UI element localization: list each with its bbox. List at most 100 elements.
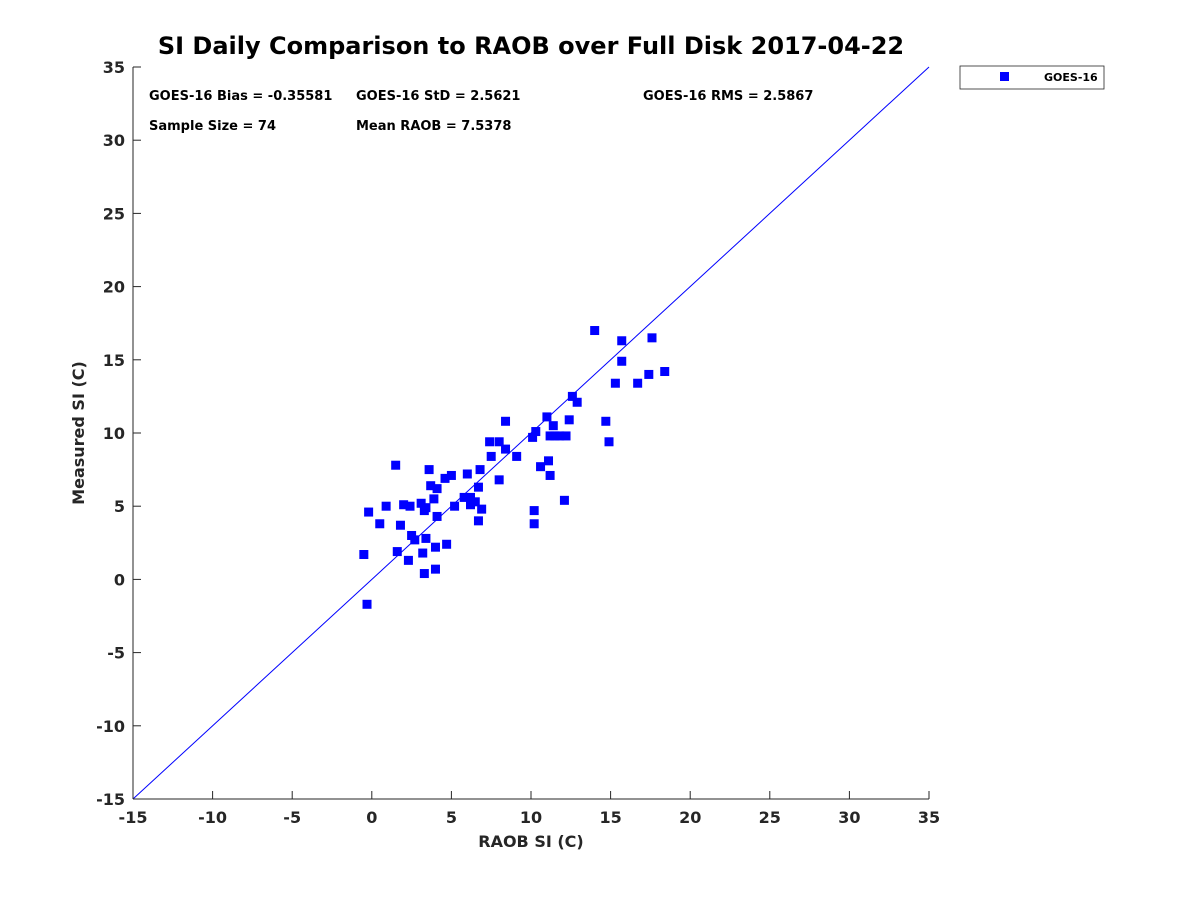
data-point xyxy=(462,469,472,479)
data-point xyxy=(494,475,504,485)
data-point xyxy=(440,473,450,483)
y-tick-label: 5 xyxy=(114,497,125,516)
data-point xyxy=(466,492,475,502)
data-point xyxy=(419,569,429,579)
x-axis-label: RAOB SI (C) xyxy=(478,832,583,851)
data-point xyxy=(416,498,426,508)
data-point xyxy=(590,326,600,336)
data-point xyxy=(561,431,571,441)
data-point xyxy=(430,564,440,574)
data-point xyxy=(485,437,495,447)
data-point xyxy=(660,367,670,377)
data-point xyxy=(477,504,487,514)
data-point xyxy=(528,432,538,442)
data-point xyxy=(559,495,569,505)
data-point xyxy=(494,437,504,447)
data-point xyxy=(421,533,431,543)
y-tick-label: 0 xyxy=(114,570,125,589)
stat-mean-raob: Mean RAOB = 7.5378 xyxy=(356,119,511,134)
data-point xyxy=(403,555,413,565)
data-point xyxy=(617,336,627,346)
data-point xyxy=(364,507,374,517)
data-point xyxy=(432,511,442,521)
data-point xyxy=(466,500,475,510)
data-point xyxy=(604,437,614,447)
data-point xyxy=(501,416,511,426)
stat-sample-size: Sample Size = 74 xyxy=(149,119,276,134)
y-tick-label: 30 xyxy=(103,131,125,150)
y-tick-label: -10 xyxy=(96,717,125,736)
data-point xyxy=(450,501,460,511)
data-point xyxy=(473,516,483,526)
y-tick-label: 20 xyxy=(103,278,125,297)
data-point xyxy=(486,451,496,461)
data-point xyxy=(647,333,657,343)
data-point xyxy=(430,542,440,552)
x-tick-label: 30 xyxy=(838,808,860,827)
data-point xyxy=(405,501,415,511)
data-point xyxy=(359,550,369,560)
data-point xyxy=(442,539,452,549)
data-point xyxy=(362,599,372,609)
data-point xyxy=(542,412,552,422)
data-point xyxy=(545,470,555,480)
legend-box xyxy=(959,65,1105,90)
data-point xyxy=(601,416,611,426)
legend-label: GOES-16 xyxy=(1044,71,1098,84)
stat-bias: GOES-16 Bias = -0.35581 xyxy=(149,89,332,104)
data-point xyxy=(421,503,431,513)
x-tick-label: 15 xyxy=(599,808,621,827)
data-point xyxy=(536,462,546,472)
x-tick-label: 20 xyxy=(679,808,701,827)
x-tick-label: 5 xyxy=(446,808,457,827)
data-point xyxy=(399,500,409,510)
y-tick-label: -5 xyxy=(107,644,125,663)
y-tick-label: 15 xyxy=(103,351,125,370)
data-point xyxy=(459,492,469,502)
data-point xyxy=(617,356,627,366)
y-tick-label: -15 xyxy=(96,790,125,809)
y-tick-label: 35 xyxy=(103,58,125,77)
data-point xyxy=(531,427,541,437)
data-point xyxy=(395,520,405,530)
data-point xyxy=(529,506,539,516)
data-point xyxy=(410,535,420,545)
data-point xyxy=(432,484,442,494)
y-tick-label: 25 xyxy=(103,204,125,223)
data-point xyxy=(470,497,480,507)
data-point xyxy=(545,431,555,441)
data-point xyxy=(375,519,385,529)
data-point xyxy=(501,444,511,454)
stat-rms: GOES-16 RMS = 2.5867 xyxy=(643,89,813,104)
data-point xyxy=(567,391,577,401)
x-tick-label: -15 xyxy=(119,808,148,827)
y-tick-label: 10 xyxy=(103,424,125,443)
data-point xyxy=(426,481,436,491)
data-point xyxy=(392,547,402,557)
data-point xyxy=(473,482,483,492)
x-tick-label: 0 xyxy=(366,808,377,827)
data-point xyxy=(446,470,456,480)
legend-marker xyxy=(1000,72,1009,81)
data-point xyxy=(564,415,574,425)
data-point xyxy=(544,456,554,466)
data-point xyxy=(381,501,391,511)
data-point xyxy=(429,494,439,504)
data-point xyxy=(424,465,434,475)
stat-std: GOES-16 StD = 2.5621 xyxy=(356,89,520,104)
data-point xyxy=(529,519,539,529)
data-point xyxy=(610,378,620,388)
data-point xyxy=(548,421,558,431)
data-point xyxy=(391,460,401,470)
legend: GOES-16 xyxy=(959,65,1105,90)
data-point xyxy=(550,431,560,441)
data-point xyxy=(512,451,522,461)
data-point xyxy=(644,369,654,379)
chart-title: SI Daily Comparison to RAOB over Full Di… xyxy=(158,32,904,60)
data-point xyxy=(475,465,485,475)
x-tick-label: 10 xyxy=(520,808,542,827)
data-point xyxy=(572,397,582,407)
x-tick-label: 25 xyxy=(759,808,781,827)
x-tick-label: 35 xyxy=(918,808,940,827)
